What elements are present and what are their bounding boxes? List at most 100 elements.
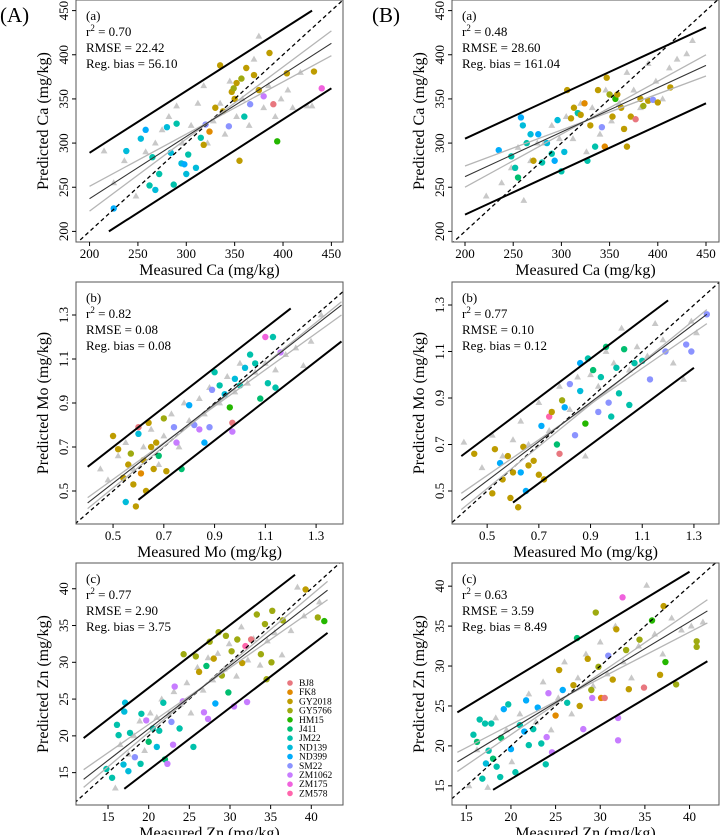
point-GY5766	[693, 638, 700, 645]
reference-point	[492, 714, 500, 721]
point-SM22	[566, 380, 574, 388]
point-ND399	[142, 126, 149, 134]
point-GY5766	[222, 632, 230, 640]
r2-superscript: 2	[90, 305, 95, 315]
bias-prefix: Reg. bias =	[86, 56, 148, 71]
point-JM22	[476, 716, 483, 723]
point-GY2018	[109, 432, 117, 440]
prediction-interval-line	[464, 26, 707, 140]
reference-point	[659, 95, 667, 102]
point-GY2018	[576, 702, 583, 710]
point-ND139	[519, 122, 527, 129]
legend-label: HM15	[299, 716, 324, 726]
point-ND139	[183, 170, 190, 178]
point-GY2018	[625, 685, 633, 693]
y-tick-label: 0.7	[432, 436, 447, 453]
rmse-stat: RMSE = 0.08	[86, 322, 158, 337]
plot-frame	[75, 0, 344, 243]
reference-point	[180, 399, 188, 406]
point-GY2018	[302, 586, 309, 593]
point-JM22	[155, 170, 163, 178]
legend: BJ8FK8GY2018GY5766HM15J411JM22ND139ND399…	[287, 679, 333, 799]
y-tick-label: 0.9	[56, 395, 71, 411]
reference-point	[547, 726, 555, 733]
reference-point	[643, 581, 651, 588]
reference-point	[245, 121, 253, 128]
point-GY2018	[250, 71, 258, 79]
point-ZM1062	[588, 694, 596, 702]
point-GY5766	[592, 609, 599, 616]
plot-area	[452, 0, 719, 242]
y-tick-label: 0.5	[432, 483, 447, 499]
reg-bias-stat: Reg. bias = 56.10	[86, 56, 177, 71]
reference-point	[628, 674, 635, 681]
r2-value: = 0.77	[471, 306, 508, 321]
reference-point	[226, 77, 234, 84]
legend-marker	[287, 763, 293, 769]
point-ZM1062	[260, 93, 267, 100]
point-GY5766	[636, 636, 643, 643]
reference-point	[236, 359, 244, 366]
x-axis-label: Measured Mo (mg/kg)	[137, 544, 282, 561]
prediction-interval-line	[83, 573, 296, 739]
x-axis-label: Measured Zn (mg/kg)	[139, 825, 279, 835]
one-to-one-line	[452, 282, 719, 524]
point-HM15	[321, 617, 328, 625]
point-ND399	[181, 161, 188, 168]
reference-point	[244, 656, 252, 663]
reference-point	[568, 710, 576, 717]
y-tick-label: 1.3	[432, 297, 447, 313]
reference-point	[652, 77, 660, 84]
reference-point	[294, 583, 301, 590]
reference-point	[596, 130, 604, 137]
point-FK8	[552, 712, 559, 719]
point-SM22	[595, 408, 602, 416]
y-tick-label: 1.1	[56, 351, 71, 367]
reference-point	[303, 102, 311, 109]
y-tick-label: 25	[56, 693, 71, 706]
scatter-panel-1: 200 250 300 350 400 450 200 250 300 350 400 450 Meas…	[411, 0, 720, 279]
x-tick-label: 30	[223, 809, 236, 824]
reference-point	[187, 121, 195, 128]
x-axis-label: Measured Ca (mg/kg)	[515, 262, 655, 279]
rmse-value: 22.42	[135, 40, 164, 55]
reference-point	[680, 375, 687, 382]
rmse-prefix: RMSE =	[462, 322, 511, 337]
point-JM22	[542, 761, 549, 768]
point-ND139	[152, 186, 159, 194]
point-GY2018	[236, 157, 243, 164]
reg-bias-stat: Reg. bias = 8.49	[462, 619, 547, 634]
point-GY2018	[656, 671, 664, 679]
point-ND399	[551, 157, 558, 164]
reference-point	[256, 661, 264, 668]
point-JM22	[479, 775, 486, 782]
point-GY5766	[640, 102, 647, 110]
reference-point	[699, 618, 707, 625]
regression-line	[460, 313, 708, 501]
point-J411	[514, 174, 522, 181]
rmse-value: 3.59	[511, 603, 534, 618]
y-tick-label: 1.3	[56, 307, 71, 323]
one-to-one-line	[76, 563, 341, 803]
x-tick-label: 450	[322, 246, 342, 261]
point-JM22	[185, 151, 192, 158]
reference-point	[263, 637, 271, 644]
point-GY2018	[504, 452, 512, 460]
reference-point	[261, 359, 269, 366]
y-tick-label: 30	[432, 660, 447, 673]
x-tick-label: 350	[225, 246, 245, 261]
rmse-value: 2.90	[135, 603, 158, 618]
x-tick-label: 200	[455, 246, 475, 261]
point-GY2018	[491, 445, 499, 453]
reference-point	[199, 686, 207, 693]
y-tick-label: 30	[56, 656, 71, 669]
plot-frame	[451, 0, 720, 243]
y-tick-label: 200	[432, 222, 447, 242]
point-J411	[225, 689, 232, 696]
legend-label: BJ8	[299, 679, 314, 689]
point-GY5766	[180, 651, 187, 658]
point-ND399	[212, 700, 219, 707]
reference-point	[665, 64, 673, 71]
y-tick-label: 15	[432, 779, 447, 792]
